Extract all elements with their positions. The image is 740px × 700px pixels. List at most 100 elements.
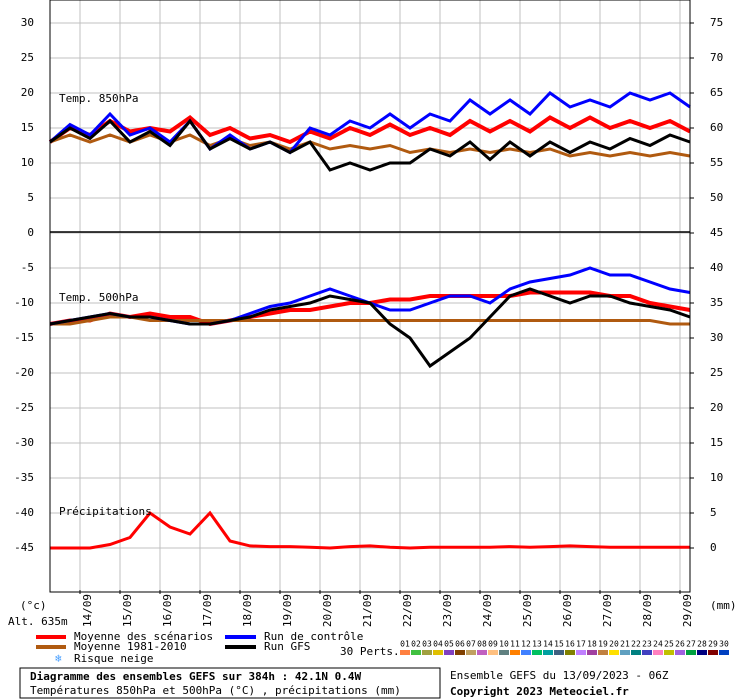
- perturbation-swatch: [543, 650, 553, 655]
- altitude: Alt. 635m: [8, 615, 68, 628]
- series-line: [50, 510, 690, 550]
- x-tick-label: 20/09: [321, 594, 334, 627]
- info-box: [19, 667, 441, 699]
- y-tick-label: 10: [21, 156, 34, 169]
- y-tick-label: 5: [27, 191, 34, 204]
- series-line: [48, 114, 691, 145]
- perturbation-swatch: [422, 650, 432, 655]
- perturbation-swatch: [686, 650, 696, 655]
- series-lines: [48, 91, 691, 550]
- perturbation-swatch: [433, 650, 443, 655]
- perturbation-label: 08: [477, 640, 487, 649]
- y-tick-label: -25: [14, 401, 34, 414]
- y2-tick-label: 75: [710, 16, 723, 29]
- y-tick-label: 20: [21, 86, 34, 99]
- perturbation-swatch: [532, 650, 542, 655]
- perturbation-swatch: [444, 650, 454, 655]
- perturbation-swatch: [609, 650, 619, 655]
- perturbation-swatch: [521, 650, 531, 655]
- x-tick-label: 18/09: [241, 594, 254, 627]
- run-info: Ensemble GEFS du 13/09/2023 - 06Z: [450, 669, 669, 682]
- perturbation-swatch: [719, 650, 729, 655]
- legend-label: Moyenne 1981-2010: [74, 640, 187, 653]
- perturbation-swatch: [664, 650, 674, 655]
- y2-tick-label: 5: [710, 506, 717, 519]
- perturbation-label: 16: [565, 640, 575, 649]
- perturbations-label: 30 Perts.: [340, 645, 400, 658]
- x-tick-label: 29/09: [681, 594, 694, 627]
- perturbation-label: 14: [543, 640, 553, 649]
- y2-tick-label: 55: [710, 156, 723, 169]
- y-tick-label: -15: [14, 331, 34, 344]
- perturbation-swatch: [554, 650, 564, 655]
- y2-tick-label: 15: [710, 436, 723, 449]
- perturbation-label: 30: [719, 640, 729, 649]
- perturbation-swatch: [488, 650, 498, 655]
- perturbation-label: 06: [455, 640, 465, 649]
- perturbation-label: 23: [642, 640, 652, 649]
- perturbation-swatch: [499, 650, 509, 655]
- y-tick-label: -10: [14, 296, 34, 309]
- y2-tick-label: 35: [710, 296, 723, 309]
- panel-label: Temp. 850hPa: [59, 92, 138, 105]
- perturbation-swatch: [697, 650, 707, 655]
- perturbation-label: 19: [598, 640, 608, 649]
- legend-label: Risque neige: [74, 652, 153, 665]
- perturbation-swatch: [653, 650, 663, 655]
- perturbation-swatch: [631, 650, 641, 655]
- perturbation-label: 11: [510, 640, 520, 649]
- perturbation-label: 01: [400, 640, 410, 649]
- perturbation-swatch: [565, 650, 575, 655]
- perturbation-swatch: [675, 650, 685, 655]
- x-tick-label: 26/09: [561, 594, 574, 627]
- y2-tick-label: 25: [710, 366, 723, 379]
- perturbation-label: 18: [587, 640, 597, 649]
- perturbation-label: 21: [620, 640, 630, 649]
- x-tick-label: 22/09: [401, 594, 414, 627]
- y2-tick-label: 40: [710, 261, 723, 274]
- perturbation-label: 07: [466, 640, 476, 649]
- perturbation-swatch: [455, 650, 465, 655]
- y2-tick-label: 30: [710, 331, 723, 344]
- y2-tick-label: 65: [710, 86, 723, 99]
- y2-tick-label: 10: [710, 471, 723, 484]
- perturbation-swatch: [411, 650, 421, 655]
- legend-label: Run GFS: [264, 640, 310, 653]
- y-unit: (°c): [20, 599, 47, 612]
- legend-label: Run de contrôle: [264, 630, 363, 643]
- x-tick-label: 19/09: [281, 594, 294, 627]
- x-tick-label: 27/09: [601, 594, 614, 627]
- perturbation-label: 15: [554, 640, 564, 649]
- x-tick-label: 23/09: [441, 594, 454, 627]
- perturbation-swatch: [510, 650, 520, 655]
- x-tick-label: 21/09: [361, 594, 374, 627]
- perturbation-label: 27: [686, 640, 696, 649]
- y-tick-label: -35: [14, 471, 34, 484]
- perturbation-label: 10: [499, 640, 509, 649]
- series-line: [50, 315, 690, 326]
- perturbation-label: 03: [422, 640, 432, 649]
- perturbation-swatch: [400, 650, 410, 655]
- y2-tick-label: 70: [710, 51, 723, 64]
- perturbation-swatch: [708, 650, 718, 655]
- perturbation-swatch: [477, 650, 487, 655]
- perturbation-swatch: [466, 650, 476, 655]
- y2-unit: (mm): [710, 599, 737, 612]
- y2-tick-label: 20: [710, 401, 723, 414]
- y-tick-label: -20: [14, 366, 34, 379]
- x-tick-label: 14/09: [81, 594, 94, 627]
- perturbation-label: 02: [411, 640, 421, 649]
- perturbation-swatch: [576, 650, 586, 655]
- plot-frame: [49, 0, 691, 593]
- chart-subtitle: Températures 850hPa et 500hPa (°C) , pré…: [30, 684, 401, 697]
- x-tick-label: 25/09: [521, 594, 534, 627]
- perturbation-swatch: [620, 650, 630, 655]
- y-tick-label: -30: [14, 436, 34, 449]
- x-tick-label: 15/09: [121, 594, 134, 627]
- perturbation-label: 05: [444, 640, 454, 649]
- copyright: Copyright 2023 Meteociel.fr: [450, 685, 629, 698]
- legend-label: Moyenne des scénarios: [74, 630, 213, 643]
- x-tick-label: 17/09: [201, 594, 214, 627]
- y-tick-label: 30: [21, 16, 34, 29]
